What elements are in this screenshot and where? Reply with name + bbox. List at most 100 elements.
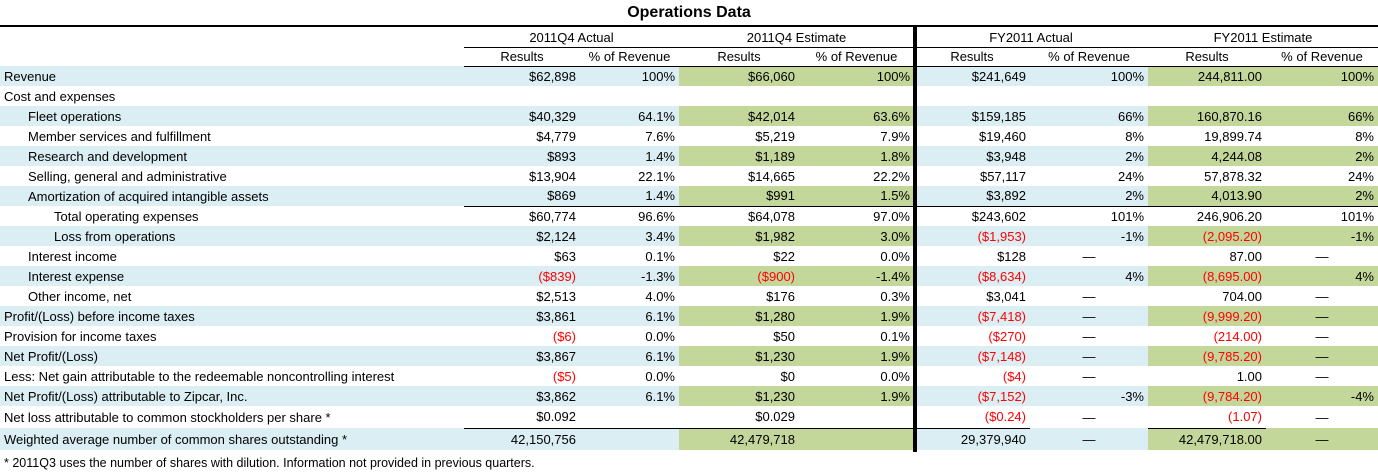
column-header: % of Revenue xyxy=(1266,46,1378,67)
table-cell: ($5) xyxy=(552,368,576,384)
table-cell: 4% xyxy=(1266,266,1378,286)
column-header: Results xyxy=(464,46,580,67)
group-header: 2011Q4 Actual xyxy=(529,29,614,45)
table-cell: 101% xyxy=(1340,208,1374,224)
table-cell: 0.0% xyxy=(880,248,910,264)
table-row: Less: Net gain attributable to the redee… xyxy=(0,366,1378,386)
table-cell: — xyxy=(1315,288,1329,304)
table-row: Cost and expenses xyxy=(0,86,1378,106)
table-cell: $3,861 xyxy=(464,306,580,326)
table-cell: 29,379,940 xyxy=(914,428,1030,450)
table-cell: 19,899.74 xyxy=(1204,128,1262,144)
table-cell: 3.4% xyxy=(580,226,679,246)
table-cell: $62,898 xyxy=(464,66,580,86)
table-cell: — xyxy=(1315,248,1329,264)
table-cell: (9,999.20) xyxy=(1148,306,1266,326)
table-cell: ($7,148) xyxy=(914,346,1030,366)
page-title: Operations Data xyxy=(627,4,751,21)
table-cell: 0.0% xyxy=(880,368,910,384)
row-label: Weighted average number of common shares… xyxy=(0,428,464,450)
group-header: 2011Q4 Estimate xyxy=(746,29,847,45)
group-header: FY2011 Estimate xyxy=(1213,29,1313,45)
column-header: Results xyxy=(1148,46,1266,67)
table-cell: $2,513 xyxy=(536,288,576,304)
table-cell: $40,329 xyxy=(464,106,580,126)
table-cell: ($4) xyxy=(1002,368,1026,384)
table-cell: $3,948 xyxy=(914,146,1030,166)
table-cell: 100% xyxy=(1266,66,1378,86)
table-cell: $1,189 xyxy=(679,146,799,166)
row-label: Interest income xyxy=(28,248,117,264)
table-cell: 42,150,756 xyxy=(464,428,580,450)
table-cell: -1.3% xyxy=(580,266,679,286)
table-cell: $893 xyxy=(464,146,580,166)
table-cell: 1.9% xyxy=(799,346,914,366)
table-cell: — xyxy=(1082,328,1096,344)
table-cell: (214.00) xyxy=(1213,328,1262,344)
table-row: Profit/(Loss) before income taxes $3,861 6… xyxy=(0,306,1378,326)
table-cell: $869 xyxy=(464,186,580,207)
table-cell: $3,041 xyxy=(986,288,1026,304)
table-cell: 6.1% xyxy=(580,346,679,366)
table-row: Interest expense ($839) -1.3% ($900) -1.4% ($… xyxy=(0,266,1378,286)
table-cell: $2,124 xyxy=(464,226,580,246)
row-label: Interest expense xyxy=(0,266,464,286)
table-cell: 704.00 xyxy=(1222,288,1262,304)
section-divider xyxy=(913,27,917,452)
table-cell xyxy=(799,406,914,429)
table-cell: 2% xyxy=(1030,146,1148,166)
table-cell: ($839) xyxy=(464,266,580,286)
table-cell: $0.029 xyxy=(679,406,799,429)
column-header: % of Revenue xyxy=(799,46,914,67)
row-label: Member services and fulfillment xyxy=(28,128,211,144)
row-label: Loss from operations xyxy=(0,226,464,246)
table-cell: 1.8% xyxy=(799,146,914,166)
title-divider xyxy=(0,25,1378,27)
table-cell: $50 xyxy=(773,328,795,344)
row-label: Amortization of acquired intangible asse… xyxy=(0,186,464,206)
table-cell: $14,665 xyxy=(748,168,795,184)
table-cell: $57,117 xyxy=(979,168,1026,184)
table-cell: — xyxy=(1030,346,1148,366)
table-cell: 100% xyxy=(1030,66,1148,86)
table-cell: 64.1% xyxy=(580,106,679,126)
table-cell xyxy=(580,428,679,450)
table-row: Total operating expenses $60,774 96.6% $64,… xyxy=(0,206,1378,226)
group-header: FY2011 Actual xyxy=(989,29,1073,45)
table-row: Provision for income taxes ($6) 0.0% $50 0.1… xyxy=(0,326,1378,346)
column-header: Results xyxy=(914,46,1030,67)
table-cell: ($6) xyxy=(552,328,576,344)
table-cell: $63 xyxy=(554,248,576,264)
table-cell: — xyxy=(1266,428,1378,450)
table-cell: 246,906.20 xyxy=(1196,208,1262,224)
table-row: Revenue $62,898 100% $66,060 100% $241,649 100… xyxy=(0,66,1378,86)
column-header: % of Revenue xyxy=(1030,46,1148,67)
table-cell: $4,779 xyxy=(536,128,576,144)
table-cell: 0.1% xyxy=(645,248,675,264)
row-label: Profit/(Loss) before income taxes xyxy=(0,306,464,326)
table-cell: $3,862 xyxy=(464,386,580,406)
table-cell xyxy=(799,86,914,106)
table-cell: — xyxy=(1315,328,1329,344)
group-header-row: 2011Q4 Actual 2011Q4 Estimate FY2011 Act… xyxy=(0,28,1378,47)
table-cell: $243,602 xyxy=(971,208,1026,224)
table-cell: -4% xyxy=(1266,386,1378,406)
table-cell: 87.00 xyxy=(1229,248,1262,264)
table-cell: -1% xyxy=(1266,226,1378,246)
table-cell: $0.092 xyxy=(464,406,580,429)
table-cell: $19,460 xyxy=(979,128,1026,144)
table-cell: 101% xyxy=(1110,208,1144,224)
table-cell: 63.6% xyxy=(799,106,914,126)
table-cell xyxy=(464,86,580,106)
table-cell: — xyxy=(1315,368,1329,384)
table-cell: — xyxy=(1082,368,1096,384)
row-label: Revenue xyxy=(0,66,464,86)
table-cell: $1,230 xyxy=(679,386,799,406)
table-cell xyxy=(1266,86,1378,106)
table-cell: (1.07) xyxy=(1148,406,1266,429)
table-cell: 2% xyxy=(1266,186,1378,207)
table-cell: $64,078 xyxy=(748,208,795,224)
row-label: Total operating expenses xyxy=(54,208,199,224)
table-cell: 1.4% xyxy=(580,186,679,207)
table-cell: 1.00 xyxy=(1236,368,1262,384)
